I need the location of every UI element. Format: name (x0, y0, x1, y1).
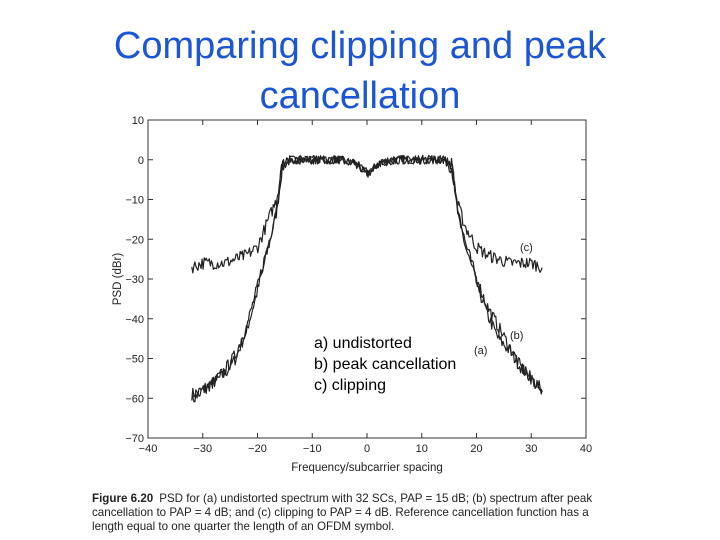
legend-line-b: b) peak cancellation (314, 356, 457, 373)
legend-line-a: a) undistorted (314, 335, 412, 352)
y-tick-label: 10 (132, 115, 144, 127)
annotation-b: (b) (510, 330, 523, 342)
annotation-a: (a) (474, 345, 487, 357)
series-line-b (191, 154, 543, 403)
legend-line-c: c) clipping (314, 377, 387, 394)
x-axis-label: Frequency/subcarrier spacing (291, 462, 443, 474)
legend-box: a) undistorted b) peak cancellation c) c… (312, 333, 459, 396)
x-tick-label: 10 (416, 443, 428, 455)
series-line-c (191, 154, 543, 274)
annotation-c: (c) (520, 242, 533, 254)
y-tick-label: −20 (125, 234, 144, 246)
y-tick-label: −50 (125, 354, 144, 366)
y-tick-label: −30 (125, 274, 144, 286)
y-tick-label: −60 (125, 393, 144, 405)
x-tick-label: −40 (139, 443, 158, 455)
figure-caption-text: PSD for (a) undistorted spectrum with 32… (92, 492, 593, 533)
figure-label: Figure 6.20 (92, 492, 154, 505)
x-tick-label: −10 (303, 443, 322, 455)
x-tick-label: 20 (470, 443, 482, 455)
slide-title-line-2: cancellation (259, 75, 461, 117)
y-tick-label: −40 (125, 314, 144, 326)
x-tick-label: 40 (580, 443, 592, 455)
x-tick-label: −30 (193, 443, 212, 455)
y-tick-label: 0 (138, 155, 144, 167)
y-tick-label: −70 (125, 433, 144, 445)
x-tick-label: 30 (525, 443, 537, 455)
figure-caption: Figure 6.20 PSD for (a) undistorted spect… (92, 492, 604, 534)
y-tick-label: −10 (125, 195, 144, 207)
y-axis-label: PSD (dBr) (112, 253, 124, 306)
x-tick-label: 0 (364, 443, 370, 455)
slide-title-line-1: Comparing clipping and peak (113, 25, 607, 67)
x-tick-label: −20 (248, 443, 267, 455)
